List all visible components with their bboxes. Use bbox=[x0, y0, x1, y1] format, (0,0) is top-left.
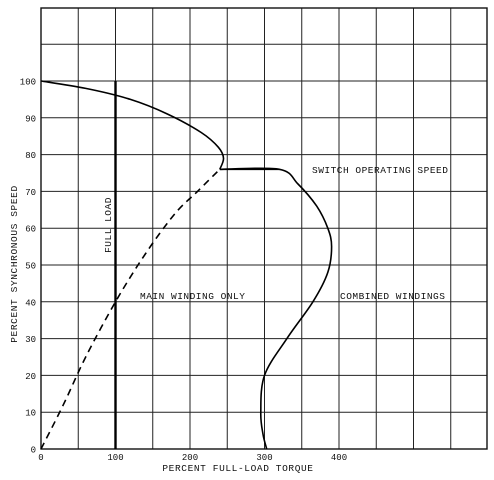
y-tick-label: 80 bbox=[25, 151, 36, 161]
full-load-label: FULL LOAD bbox=[103, 197, 114, 253]
tick-labels: 0 10 20 30 40 50 60 70 80 90 100 0 100 200 300 400 bbox=[20, 78, 347, 464]
y-tick-label: 100 bbox=[20, 78, 36, 88]
curves bbox=[40, 80, 333, 450]
y-tick-label: 70 bbox=[25, 188, 36, 198]
x-tick-label: 400 bbox=[331, 453, 347, 463]
plot-frame bbox=[40, 7, 488, 450]
y-tick-label: 30 bbox=[25, 335, 36, 345]
main-winding-curve bbox=[40, 168, 221, 450]
torque-curve bbox=[219, 167, 333, 450]
x-tick-label: 0 bbox=[38, 453, 43, 463]
y-tick-label: 40 bbox=[25, 298, 36, 308]
x-tick-label: 200 bbox=[182, 453, 198, 463]
switch-speed-label: SWITCH OPERATING SPEED bbox=[312, 165, 448, 176]
y-tick-label: 60 bbox=[25, 225, 36, 235]
y-tick-label: 10 bbox=[25, 409, 36, 419]
main-winding-label: MAIN WINDING ONLY bbox=[140, 291, 245, 302]
combined-windings-label: COMBINED WINDINGS bbox=[340, 291, 445, 302]
x-tick-label: 100 bbox=[107, 453, 123, 463]
y-axis-title: PERCENT SYNCHRONOUS SPEED bbox=[9, 185, 20, 343]
y-tick-label: 0 bbox=[31, 446, 36, 456]
y-tick-label: 20 bbox=[25, 372, 36, 382]
y-tick-label: 50 bbox=[25, 262, 36, 272]
torque-curve bbox=[40, 80, 225, 170]
x-axis-title: PERCENT FULL-LOAD TORQUE bbox=[162, 463, 313, 474]
y-tick-label: 90 bbox=[25, 114, 36, 124]
x-tick-label: 300 bbox=[256, 453, 272, 463]
